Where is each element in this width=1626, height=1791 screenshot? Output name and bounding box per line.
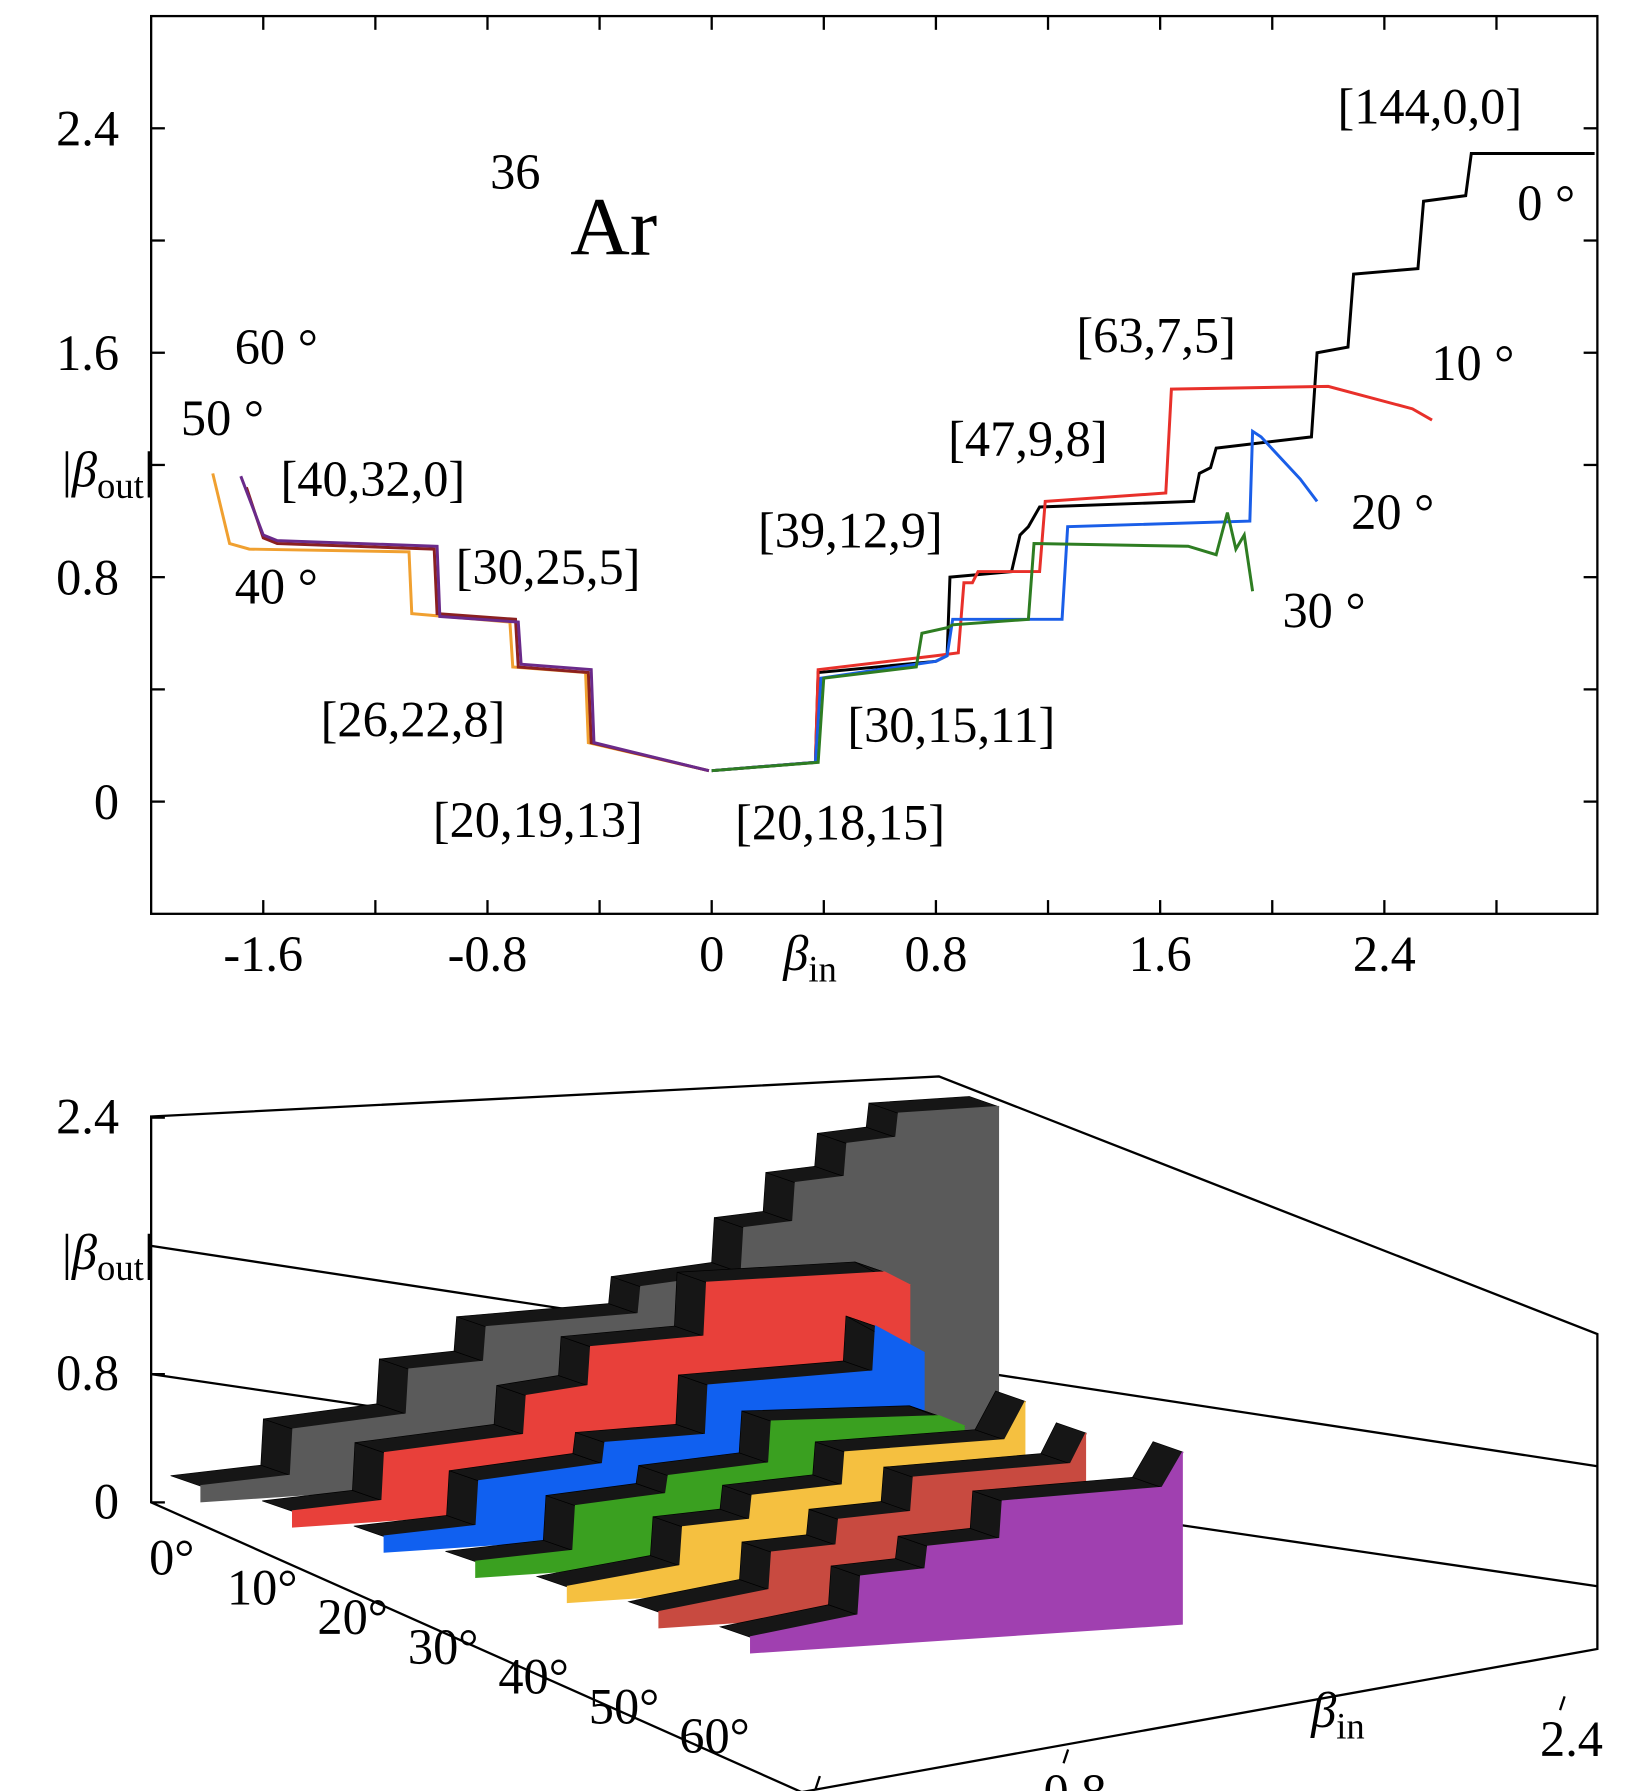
x-tick [814, 1775, 821, 1791]
y-axis-open: | [62, 442, 72, 498]
x-tick-label: 0.8 [1044, 1764, 1107, 1791]
z-axis-label-3d: |βout| [62, 1224, 154, 1288]
ribbon-profile [566, 1400, 1027, 1588]
x-axis-symbol: β [782, 925, 809, 981]
y-axis-subscript: out [97, 465, 144, 506]
z-tick-label: 0 [94, 1473, 119, 1529]
x-tick-label: 2.4 [1540, 1711, 1603, 1767]
y-axis-close: | [144, 442, 154, 498]
series-label: 0 ° [1517, 175, 1575, 231]
isotope-symbol: Ar [570, 181, 657, 272]
series-line [711, 384, 1433, 773]
angle-label: 30° [408, 1619, 479, 1675]
y-tick-label: 0 [94, 774, 119, 830]
angle-label: 10° [227, 1559, 298, 1615]
x-axis-label-3d: βin [1310, 1682, 1365, 1746]
annotation: [20,19,13] [433, 792, 643, 848]
x-tick [1558, 1696, 1566, 1711]
annotation: [63,7,5] [1076, 308, 1236, 364]
angle-label: 20° [317, 1589, 388, 1645]
annotation: [39,12,9] [758, 502, 943, 558]
ribbon-profile [291, 1271, 911, 1513]
series-line [239, 475, 710, 773]
x-axis-symbol-3d: β [1310, 1682, 1337, 1738]
annotation: [144,0,0] [1337, 79, 1522, 135]
y-tick-label: 2.4 [56, 100, 119, 156]
x-axis-subscript: in [808, 948, 836, 989]
y-tick-label: 1.6 [56, 325, 119, 381]
x-tick [1062, 1749, 1070, 1764]
z-axis-open: | [62, 1224, 72, 1280]
series-label: 20 ° [1351, 484, 1434, 540]
series-label: 30 ° [1282, 583, 1365, 639]
series-line [711, 512, 1255, 773]
z-tick-label: 2.4 [56, 1089, 119, 1145]
annotation: [20,18,15] [735, 794, 945, 850]
angle-label: 40° [498, 1649, 569, 1705]
x-tick-label: 1.6 [1129, 926, 1192, 982]
series-label: 60 ° [235, 319, 318, 375]
ribbon-top [674, 1271, 708, 1337]
ribbon-profile [475, 1415, 966, 1563]
annotation: [40,32,0] [281, 451, 466, 507]
x-tick-label: 2.4 [1353, 926, 1416, 982]
x-tick-label: -0.8 [448, 926, 528, 982]
angle-label: 60° [679, 1708, 750, 1764]
z-axis-subscript: out [97, 1247, 144, 1288]
annotation: [30,25,5] [456, 539, 641, 595]
series-line [711, 152, 1595, 773]
y-tick-label: 0.8 [56, 549, 119, 605]
z-axis-close: | [144, 1224, 154, 1280]
annotation: [30,15,11] [847, 697, 1055, 753]
series-line [711, 428, 1319, 773]
ribbon-profile [749, 1451, 1184, 1639]
x-axis-label: βin [782, 925, 837, 989]
x-axis-subscript-3d: in [1336, 1705, 1365, 1746]
z-tick-label: 0.8 [56, 1345, 119, 1401]
y-axis-symbol: β [71, 442, 98, 498]
ribbon-face [750, 1452, 1183, 1654]
ribbon-profile [383, 1324, 926, 1538]
x-tick-label: -1.6 [223, 926, 303, 982]
ribbon-profile [658, 1432, 1087, 1613]
annotation: [47,9,8] [948, 411, 1108, 467]
y-axis-label: |βout| [62, 442, 154, 506]
series-line [245, 486, 710, 773]
x-tick-label: 0 [699, 926, 724, 982]
z-axis-symbol: β [71, 1224, 98, 1280]
series-label: 50 ° [181, 390, 264, 446]
annotation: [26,22,8] [321, 691, 506, 747]
series-label: 10 ° [1431, 335, 1514, 391]
x-tick-label: 0.8 [904, 926, 967, 982]
angle-label: 50° [589, 1678, 660, 1734]
isotope-mass: 36 [490, 144, 540, 200]
series-label: 40 ° [235, 559, 318, 615]
angle-label: 0° [149, 1530, 194, 1586]
